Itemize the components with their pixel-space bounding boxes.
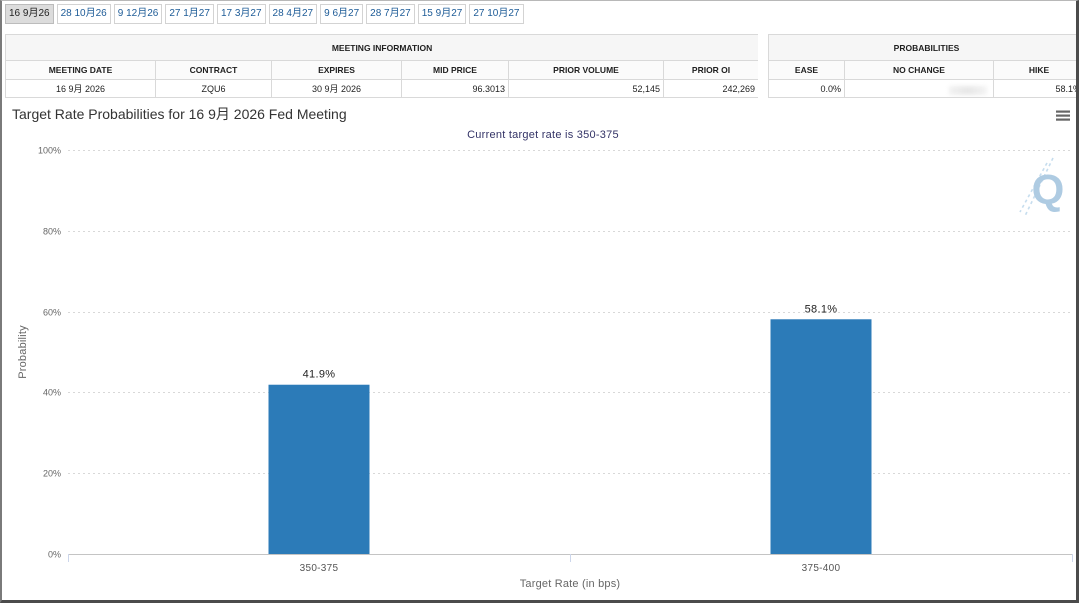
y-tick-label-100: 100% [38,146,61,156]
bar-350-375[interactable] [268,384,370,554]
chart-grid: 0% 20% 40% 60% 80% 100% [38,146,1073,562]
chart-subtitle: Current target rate is 350-375 [467,129,619,141]
col-mid-price: MID PRICE [401,60,509,80]
meeting-information-heading: MEETING INFORMATION [5,34,758,61]
menu-bar [1056,110,1070,113]
tab-meeting-1[interactable]: 28 10月26 [56,4,111,24]
col-no-change: NO CHANGE [844,60,994,80]
bar-375-400[interactable] [770,319,872,554]
table-row: 0.0% 58.1% [768,79,1076,98]
col-hike: HIKE [993,60,1076,80]
meeting-date-value: 16 9月 2026 [5,79,156,98]
hike-value: 58.1% [993,79,1076,98]
no-change-value [844,79,994,98]
tab-meeting-6[interactable]: 9 6月27 [320,4,364,24]
menu-bar [1056,114,1070,117]
mid-price-value: 96.3013 [401,79,509,98]
y-tick-label-60: 60% [43,308,61,318]
probabilities-heading: PROBABILITIES [768,34,1076,61]
col-contract: CONTRACT [155,60,272,80]
prior-oi-value: 242,269 [662,79,758,98]
y-tick-label-80: 80% [43,227,61,237]
col-prior-volume: PRIOR VOLUME [508,60,664,80]
col-prior-oi: PRIOR OI [662,60,758,80]
probability-chart: Target Rate Probabilities for 16 9月 2026… [12,106,1073,590]
y-tick-label-20: 20% [43,469,61,479]
probabilities-table: PROBABILITIES EASE NO CHANGE HIKE 0.0% 5… [768,34,1076,98]
tab-meeting-7[interactable]: 28 7月27 [366,4,415,24]
meeting-date-tabs: 16 9月26 28 10月26 9 12月26 27 1月27 17 3月27… [5,4,524,24]
menu-bar [1056,118,1070,121]
logo-watermark: Q [1019,157,1065,217]
tab-meeting-2[interactable]: 9 12月26 [113,4,163,24]
table-header-row: EASE NO CHANGE HIKE [768,60,1076,80]
table-header-row: MEETING DATE CONTRACT EXPIRES MID PRICE … [5,60,758,80]
table-row: 16 9月 2026 ZQU6 30 9月 2026 96.3013 52,14… [5,79,758,98]
chart-title: Target Rate Probabilities for 16 9月 2026… [12,106,347,122]
ease-value: 0.0% [768,79,845,98]
tab-meeting-5[interactable]: 28 4月27 [268,4,318,24]
tab-meeting-8[interactable]: 15 9月27 [417,4,467,24]
prior-volume-value: 52,145 [508,79,664,98]
y-tick-label-40: 40% [43,388,61,398]
logo-letter: Q [1032,166,1065,213]
col-expires: EXPIRES [271,60,402,80]
chart-menu-icon[interactable] [1056,110,1070,121]
x-axis-title: Target Rate (in bps) [520,578,621,590]
col-meeting-date: MEETING DATE [5,60,156,80]
tab-meeting-0[interactable]: 16 9月26 [5,4,54,24]
tab-meeting-3[interactable]: 27 1月27 [165,4,214,24]
col-ease: EASE [768,60,845,80]
contract-value: ZQU6 [155,79,272,98]
x-tick-label-375-400: 375-400 [802,563,841,574]
x-tick-label-350-375: 350-375 [300,563,339,574]
meeting-information-table: MEETING INFORMATION MEETING DATE CONTRAC… [5,34,758,98]
chart-marks: 41.9% 350-375 58.1% 375-400 [268,303,872,574]
tab-meeting-9[interactable]: 27 10月27 [469,4,524,24]
blurred-value [949,86,987,95]
expires-value: 30 9月 2026 [271,79,402,98]
y-tick-label-0: 0% [48,550,61,560]
y-axis-title: Probability [17,325,29,379]
logo-stripe [1024,157,1054,217]
data-label-350-375: 41.9% [303,369,336,381]
data-label-375-400: 58.1% [805,303,838,315]
tab-meeting-4[interactable]: 17 3月27 [216,4,266,24]
